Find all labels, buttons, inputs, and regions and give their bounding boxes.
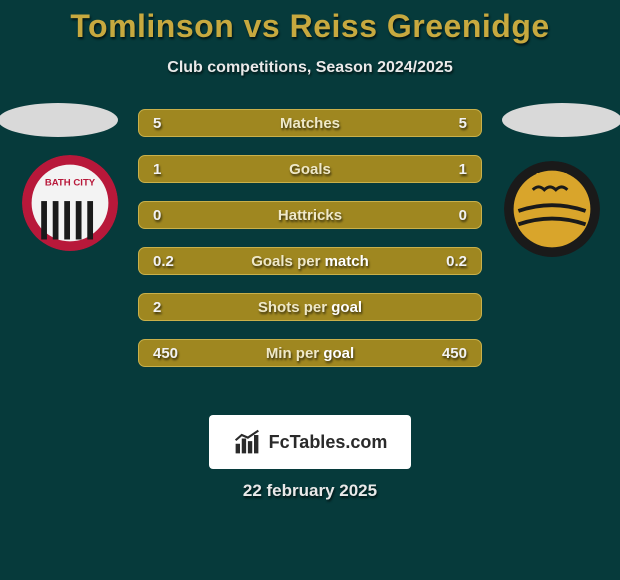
svg-text:M U F C: M U F C bbox=[536, 171, 568, 181]
stat-value-left: 2 bbox=[153, 299, 197, 316]
page-title: Tomlinson vs Reiss Greenidge bbox=[0, 0, 620, 45]
stat-value-left: 450 bbox=[153, 345, 197, 362]
stat-value-right: 450 bbox=[423, 345, 467, 362]
stat-value-right: 0 bbox=[423, 207, 467, 224]
player-shadow-left bbox=[0, 103, 118, 137]
date-text: 22 february 2025 bbox=[0, 481, 620, 501]
stat-row: 5Matches5 bbox=[138, 109, 482, 137]
brand-badge: FcTables.com bbox=[209, 415, 411, 469]
stat-rows: 5Matches5 1Goals1 0Hattricks0 0.2Goals per … bbox=[138, 109, 482, 385]
stat-row: 1Goals1 bbox=[138, 155, 482, 183]
stat-value-right: 5 bbox=[423, 115, 467, 132]
stats-arena: BATH CITY M U F C 5Matches5 1Goals1 0Hattr… bbox=[0, 103, 620, 403]
brand-text: FcTables.com bbox=[269, 432, 388, 453]
stat-value-left: 0 bbox=[153, 207, 197, 224]
comparison-card: Tomlinson vs Reiss Greenidge Club compet… bbox=[0, 0, 620, 580]
fctables-logo-icon bbox=[233, 428, 261, 456]
svg-text:BATH CITY: BATH CITY bbox=[45, 178, 96, 189]
club-crest-left: BATH CITY bbox=[22, 155, 118, 251]
club-crest-right: M U F C bbox=[504, 161, 600, 257]
bath-city-crest-icon: BATH CITY bbox=[22, 155, 118, 251]
mufc-crest-icon: M U F C bbox=[504, 161, 600, 257]
stat-value-left: 0.2 bbox=[153, 253, 197, 270]
stat-value-left: 1 bbox=[153, 161, 197, 178]
stat-value-right: 0.2 bbox=[423, 253, 467, 270]
stat-row: 0Hattricks0 bbox=[138, 201, 482, 229]
player-shadow-right bbox=[502, 103, 620, 137]
stat-row: 2Shots per goal bbox=[138, 293, 482, 321]
subtitle: Club competitions, Season 2024/2025 bbox=[0, 59, 620, 77]
stat-value-right: 1 bbox=[423, 161, 467, 178]
stat-row: 450Min per goal450 bbox=[138, 339, 482, 367]
stat-row: 0.2Goals per match0.2 bbox=[138, 247, 482, 275]
stat-value-left: 5 bbox=[153, 115, 197, 132]
